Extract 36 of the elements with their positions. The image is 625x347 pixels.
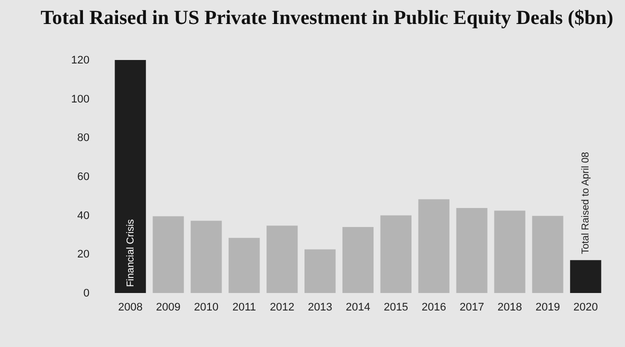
x-tick-label: 2016 <box>422 302 446 314</box>
annotation: Total Raised to April 08 <box>580 151 592 254</box>
x-tick-label: 2009 <box>156 302 181 314</box>
y-tick-label: 20 <box>77 248 90 261</box>
y-tick-label: 0 <box>83 288 90 300</box>
x-tick-label: 2015 <box>384 302 408 314</box>
y-tick-label: 40 <box>77 210 90 222</box>
x-tick-label: 2011 <box>232 302 256 314</box>
x-tick-label: 2010 <box>194 302 218 314</box>
x-tick-label: 2019 <box>535 302 560 314</box>
bar <box>342 226 374 293</box>
x-tick-label: 2013 <box>308 302 332 314</box>
x-tick-label: 2012 <box>270 302 294 314</box>
x-tick-label: 2014 <box>346 302 370 314</box>
bar <box>494 210 526 293</box>
bar <box>456 208 488 293</box>
y-tick-label: 120 <box>71 54 90 66</box>
annotation: Financial Crisis <box>125 219 136 287</box>
bar <box>228 238 260 293</box>
bar <box>266 226 298 293</box>
bar <box>304 249 336 293</box>
bar <box>152 216 184 293</box>
bar <box>380 215 412 293</box>
x-tick-label: 2008 <box>118 302 143 314</box>
x-tick-label: 2017 <box>460 302 484 314</box>
y-tick-label: 60 <box>77 171 90 183</box>
bar <box>532 216 564 293</box>
y-tick-label: 80 <box>77 132 90 144</box>
x-tick-label: 2018 <box>498 302 522 314</box>
bar <box>570 260 602 293</box>
x-tick-label: 2020 <box>573 302 598 314</box>
bar <box>114 60 146 293</box>
bar <box>190 220 222 293</box>
chart-title: Total Raised in US Private Investment in Public Equity Deals ($bn) <box>40 7 614 29</box>
y-tick-label: 100 <box>71 93 90 106</box>
bar <box>418 199 450 293</box>
